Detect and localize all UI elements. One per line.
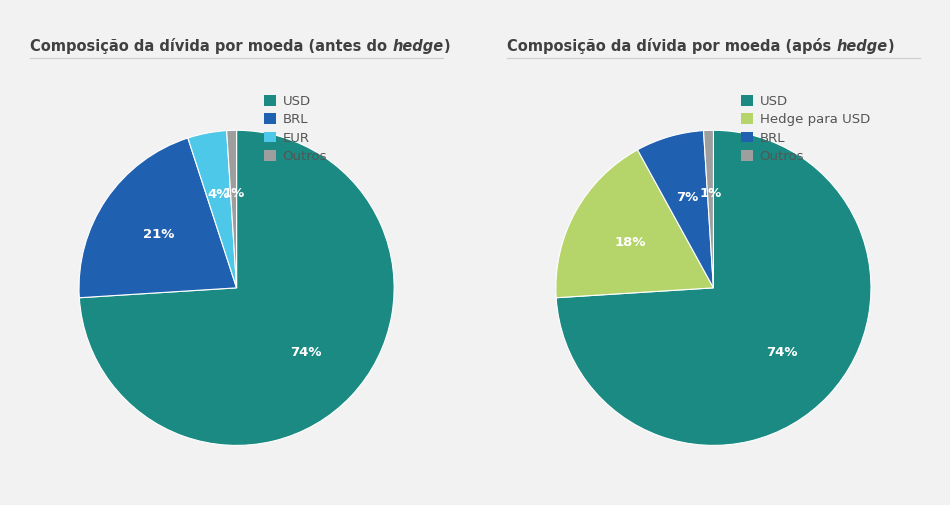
Wedge shape	[704, 130, 713, 288]
Wedge shape	[79, 138, 237, 298]
Wedge shape	[227, 130, 237, 288]
Text: 74%: 74%	[290, 346, 321, 359]
Text: hedge: hedge	[836, 38, 887, 54]
Text: Composição da dívida por moeda (antes do: Composição da dívida por moeda (antes do	[30, 37, 392, 54]
Text: 74%: 74%	[767, 346, 798, 359]
Text: 1%: 1%	[699, 187, 722, 200]
Text: 18%: 18%	[615, 236, 646, 249]
Legend: USD, BRL, EUR, Outros: USD, BRL, EUR, Outros	[259, 89, 332, 168]
Text: hedge: hedge	[392, 38, 444, 54]
Text: 4%: 4%	[208, 188, 230, 201]
Legend: USD, Hedge para USD, BRL, Outros: USD, Hedge para USD, BRL, Outros	[736, 89, 875, 168]
Text: ): )	[444, 38, 450, 54]
Wedge shape	[556, 150, 713, 298]
Wedge shape	[188, 131, 237, 288]
Text: ): )	[887, 38, 894, 54]
Wedge shape	[637, 131, 713, 288]
Text: 21%: 21%	[142, 228, 174, 241]
Text: 1%: 1%	[222, 187, 245, 200]
Wedge shape	[79, 130, 394, 445]
Wedge shape	[556, 130, 871, 445]
Text: 7%: 7%	[676, 190, 698, 204]
Text: Composição da dívida por moeda (após: Composição da dívida por moeda (após	[507, 37, 836, 54]
